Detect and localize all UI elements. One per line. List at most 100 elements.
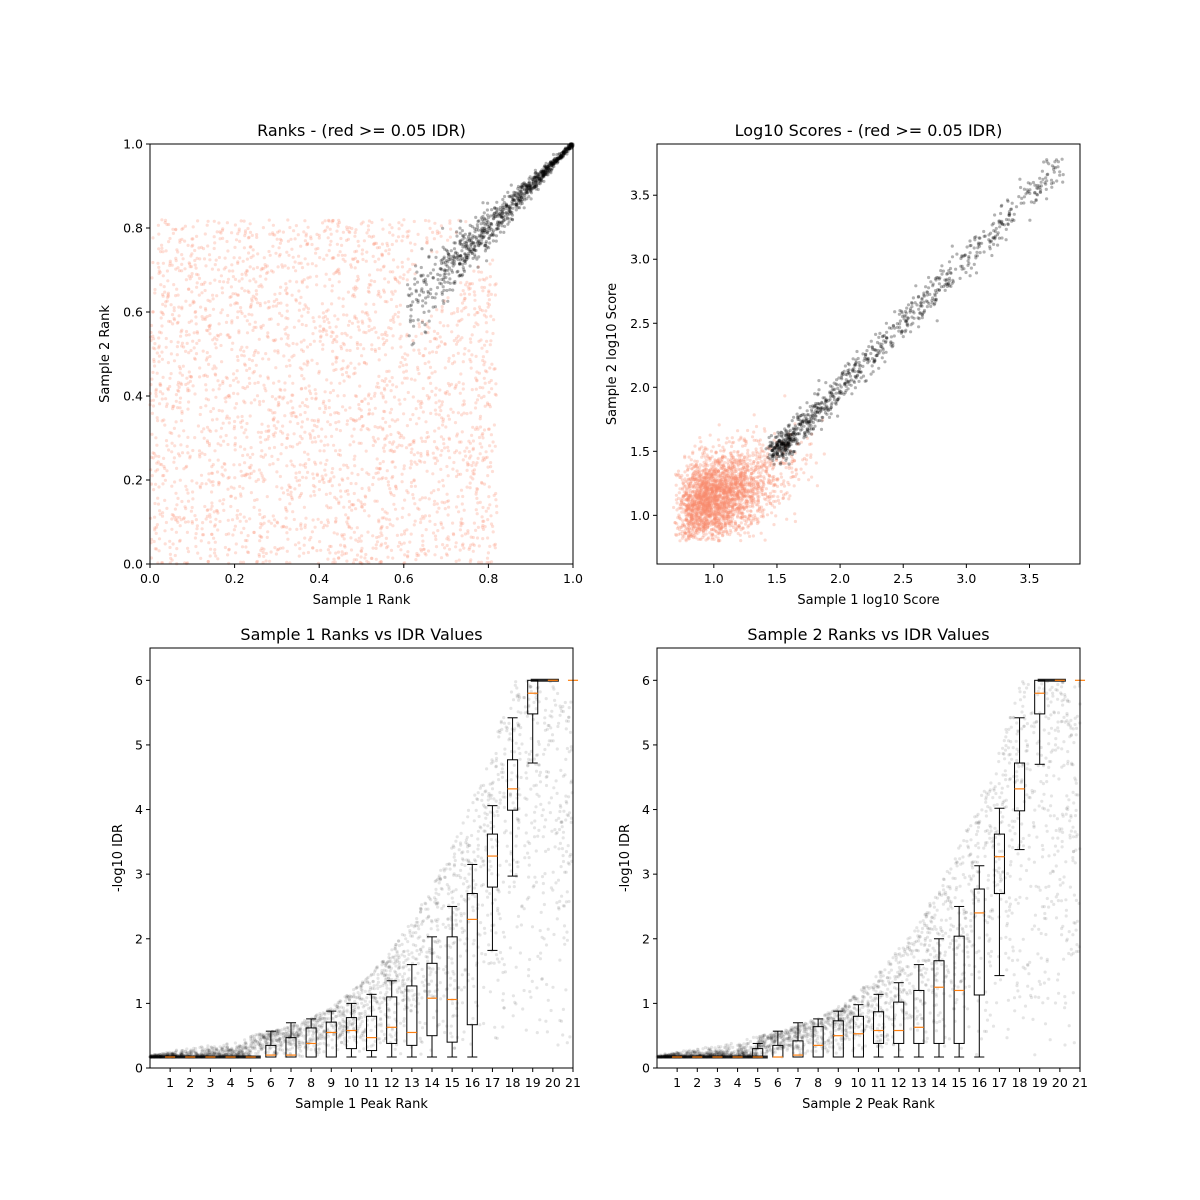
data-point (450, 270, 455, 274)
data-point (464, 454, 468, 458)
data-point (406, 304, 410, 309)
data-point (532, 176, 536, 180)
data-point (233, 223, 237, 227)
data-point (409, 532, 413, 536)
data-point (250, 313, 254, 317)
data-point (324, 435, 328, 439)
data-point (230, 319, 234, 323)
data-point (277, 402, 281, 407)
data-point (400, 515, 404, 520)
data-point (160, 243, 164, 247)
data-point (266, 437, 270, 441)
data-point (456, 351, 460, 355)
data-point (495, 504, 499, 508)
data-point (191, 490, 195, 494)
data-point (326, 518, 330, 522)
data-point (194, 322, 198, 326)
data-point (471, 448, 475, 452)
data-point (555, 161, 559, 165)
data-point (416, 365, 420, 369)
data-point (462, 352, 466, 356)
data-point (536, 187, 540, 192)
data-point (239, 531, 243, 535)
data-point (216, 528, 220, 532)
data-point (398, 337, 402, 341)
data-point (488, 275, 492, 279)
data-point (357, 328, 361, 332)
data-point (297, 495, 301, 499)
data-point (457, 380, 461, 384)
data-point (736, 515, 740, 519)
data-point (459, 281, 463, 285)
data-point (460, 242, 464, 247)
data-point (214, 373, 218, 377)
data-point (527, 186, 531, 190)
data-point (453, 251, 457, 255)
data-point (243, 401, 247, 405)
data-point (325, 317, 329, 321)
data-point (458, 338, 462, 342)
data-point (213, 540, 217, 544)
data-point (157, 269, 161, 273)
data-point (345, 313, 349, 317)
data-point (174, 294, 178, 298)
data-point (196, 219, 200, 223)
data-point (454, 559, 458, 564)
data-point (189, 319, 194, 323)
data-point (193, 357, 197, 361)
data-point (248, 414, 252, 418)
data-point (225, 376, 229, 380)
data-point (219, 435, 223, 439)
data-point (252, 505, 256, 509)
data-point (341, 405, 345, 409)
data-point (298, 478, 302, 482)
data-point (510, 217, 514, 221)
data-point (299, 387, 303, 391)
data-point (367, 282, 371, 287)
data-point (489, 465, 493, 469)
data-point (476, 427, 480, 431)
data-point (171, 322, 175, 326)
data-point (489, 514, 493, 518)
data-point (336, 222, 340, 226)
data-point (339, 543, 343, 547)
data-point (318, 339, 322, 343)
data-point (283, 381, 287, 385)
data-point (277, 246, 281, 250)
data-point (380, 507, 385, 511)
data-point (487, 427, 491, 431)
data-point (481, 519, 485, 524)
data-point (366, 289, 370, 293)
data-point (386, 555, 390, 559)
data-point (483, 229, 487, 233)
data-point (180, 499, 184, 504)
data-point (201, 349, 205, 353)
data-point (552, 158, 556, 162)
data-point (391, 315, 395, 319)
data-point (242, 246, 246, 250)
data-point (174, 228, 178, 232)
data-point (159, 310, 163, 314)
data-point (249, 401, 253, 405)
data-point (452, 259, 457, 263)
data-point (478, 442, 482, 446)
data-point (542, 172, 546, 176)
data-point (477, 305, 482, 309)
data-point (377, 535, 381, 539)
data-point (169, 303, 173, 307)
data-point (343, 259, 347, 263)
data-point (493, 444, 497, 448)
data-point (555, 158, 559, 163)
data-point (298, 301, 302, 305)
data-point (247, 357, 251, 361)
data-point (325, 524, 329, 528)
data-point (284, 332, 288, 336)
data-point (312, 339, 316, 343)
data-point (568, 145, 572, 149)
data-point (380, 218, 384, 222)
data-point (341, 304, 345, 308)
data-point (305, 285, 309, 289)
data-point (150, 276, 154, 280)
data-point (195, 234, 199, 238)
data-point (417, 459, 421, 463)
